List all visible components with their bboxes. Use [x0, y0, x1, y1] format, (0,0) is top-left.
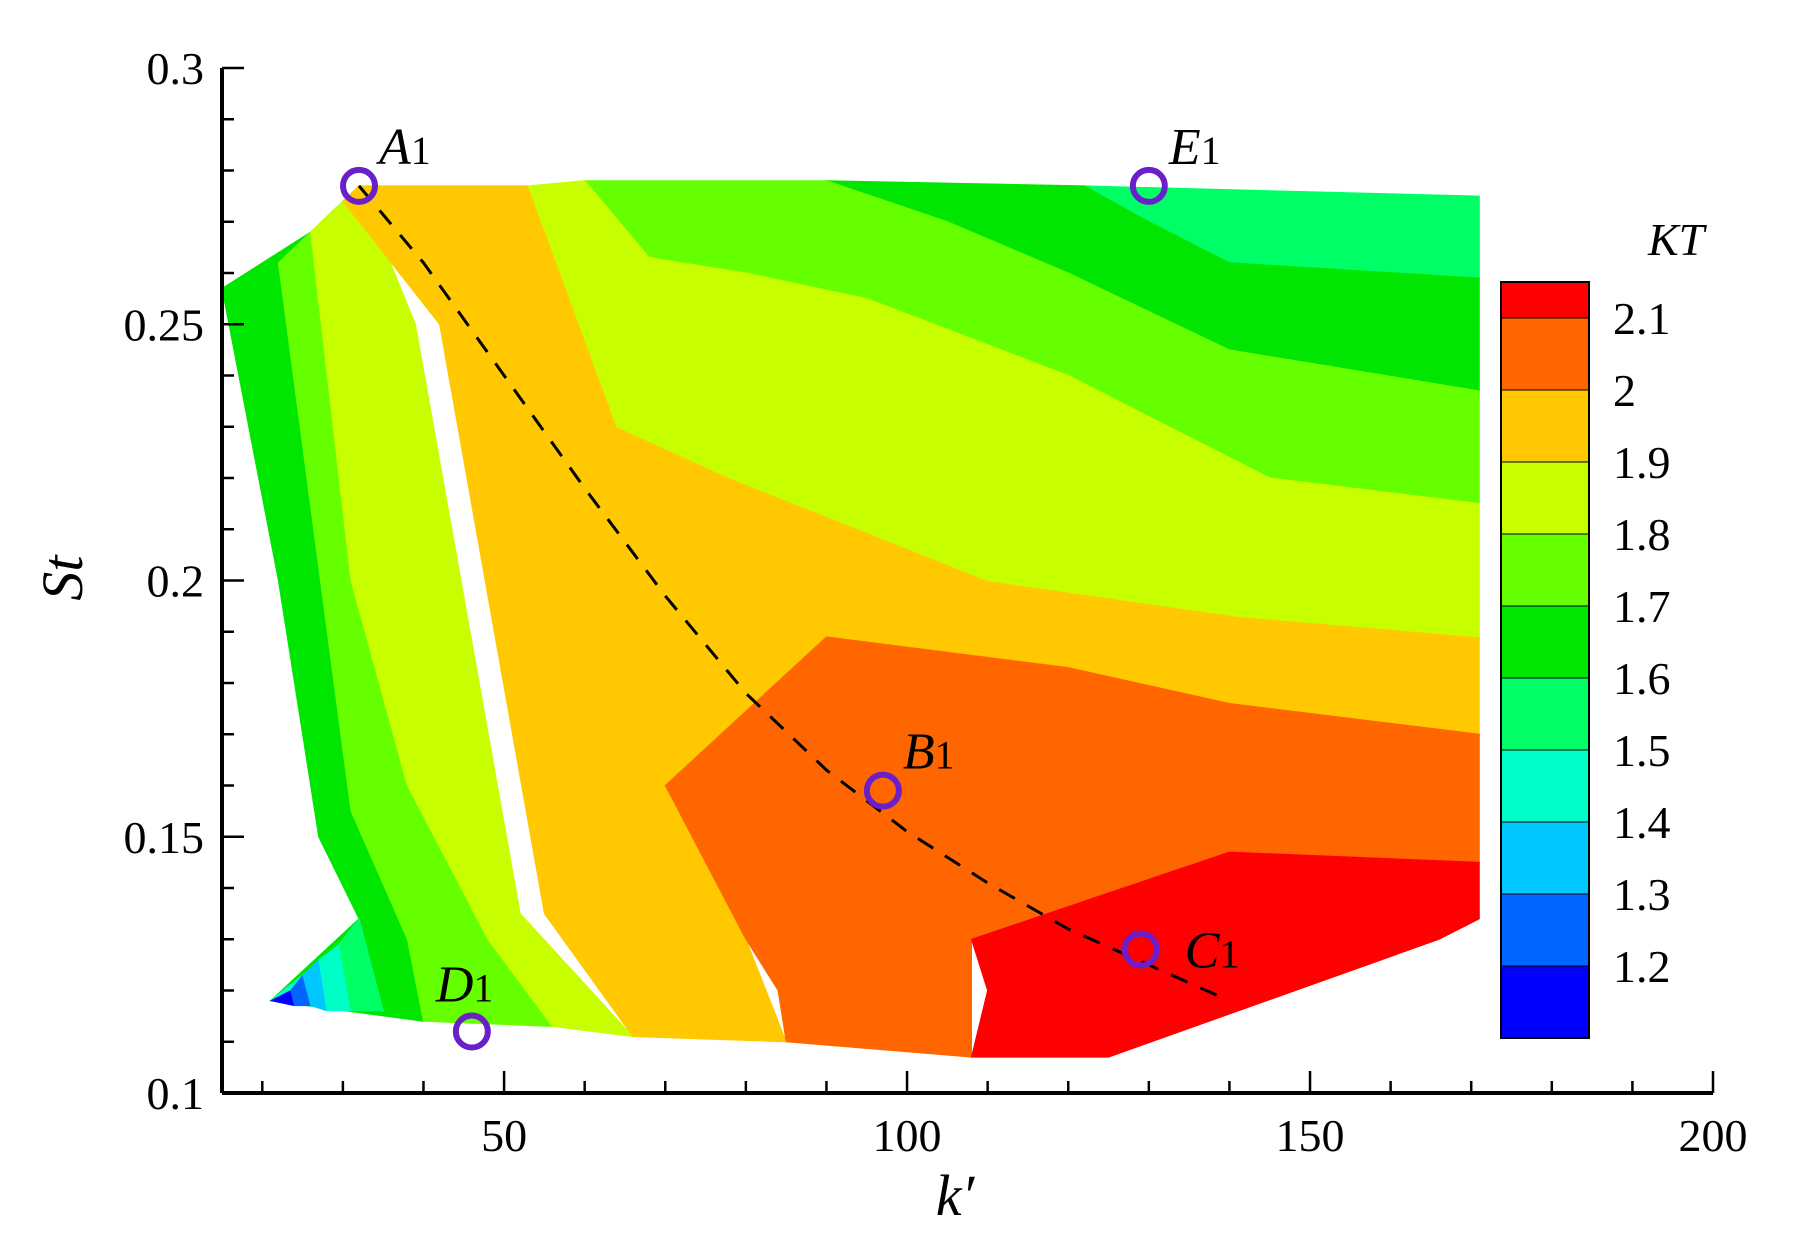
y-tick-label: 0.3 — [147, 43, 205, 94]
point-marker-d — [452, 1012, 491, 1051]
colorbar-level-label: 2 — [1613, 365, 1636, 416]
colorbar-level-label: 1.8 — [1613, 509, 1671, 560]
y-tick-label: 0.1 — [147, 1068, 205, 1119]
colorbar-swatch — [1500, 317, 1590, 391]
y-tick-label: 0.2 — [147, 556, 205, 607]
x-tick-label: 100 — [873, 1110, 942, 1161]
contour-region — [527, 180, 1480, 638]
contour-region — [970, 851, 1480, 1058]
colorbar-swatch — [1500, 605, 1590, 679]
colorbar-level-label: 1.3 — [1613, 869, 1671, 920]
colorbar: 2.1 2 1.9 1.8 1.7 1.6 1.5 1.4 1.3 1.2 — [1500, 281, 1671, 1039]
y-tick-label: 0.15 — [124, 812, 205, 863]
point-label-a: A1 — [376, 119, 431, 176]
colorbar-swatch — [1500, 281, 1590, 319]
contour-region-corner — [338, 918, 384, 1012]
colorbar-level-label: 1.9 — [1613, 437, 1671, 488]
x-axis-title: k′ — [936, 1163, 976, 1228]
colorbar-level-label: 1.5 — [1613, 725, 1671, 776]
x-tick-label: 200 — [1679, 1110, 1748, 1161]
point-marker-c — [1121, 930, 1160, 969]
x-tick-label: 50 — [481, 1110, 527, 1161]
colorbar-swatch — [1500, 821, 1590, 895]
colorbar-frame — [1500, 281, 1590, 1039]
colorbar-level-label: 2.1 — [1613, 293, 1671, 344]
colorbar-swatch — [1500, 965, 1590, 1039]
colorbar-swatch — [1500, 749, 1590, 823]
point-label-c: C1 — [1185, 923, 1240, 980]
colorbar-level-label: 1.2 — [1613, 941, 1671, 992]
point-label-e: E1 — [1168, 119, 1221, 176]
point-marker-e — [1129, 166, 1168, 205]
colorbar-swatch — [1500, 677, 1590, 751]
y-tick-label: 0.25 — [124, 299, 205, 350]
colorbar-level-label: 1.4 — [1613, 797, 1671, 848]
point-label-d: D1 — [435, 957, 494, 1014]
colorbar-swatch — [1500, 893, 1590, 967]
colorbar-level-label: 1.6 — [1613, 653, 1671, 704]
colorbar-level-label: 1.7 — [1613, 581, 1671, 632]
colorbar-swatch — [1500, 389, 1590, 463]
y-axis-title: St — [30, 554, 95, 601]
colorbar-swatch — [1500, 461, 1590, 535]
colorbar-swatch — [1500, 533, 1590, 607]
axes: 50 100 150 200 0.1 0.15 0.2 0.25 0.3 — [124, 43, 1748, 1161]
point-marker-a — [340, 166, 379, 205]
marked-points: A1 E1 B1 C1 D1 — [340, 119, 1240, 1051]
colorbar-title: KT — [1647, 214, 1708, 265]
contour-fill-layer — [221, 180, 1480, 1058]
x-tick-label: 150 — [1276, 1110, 1345, 1161]
point-marker-b — [863, 771, 902, 810]
point-label-b: B1 — [903, 724, 955, 781]
